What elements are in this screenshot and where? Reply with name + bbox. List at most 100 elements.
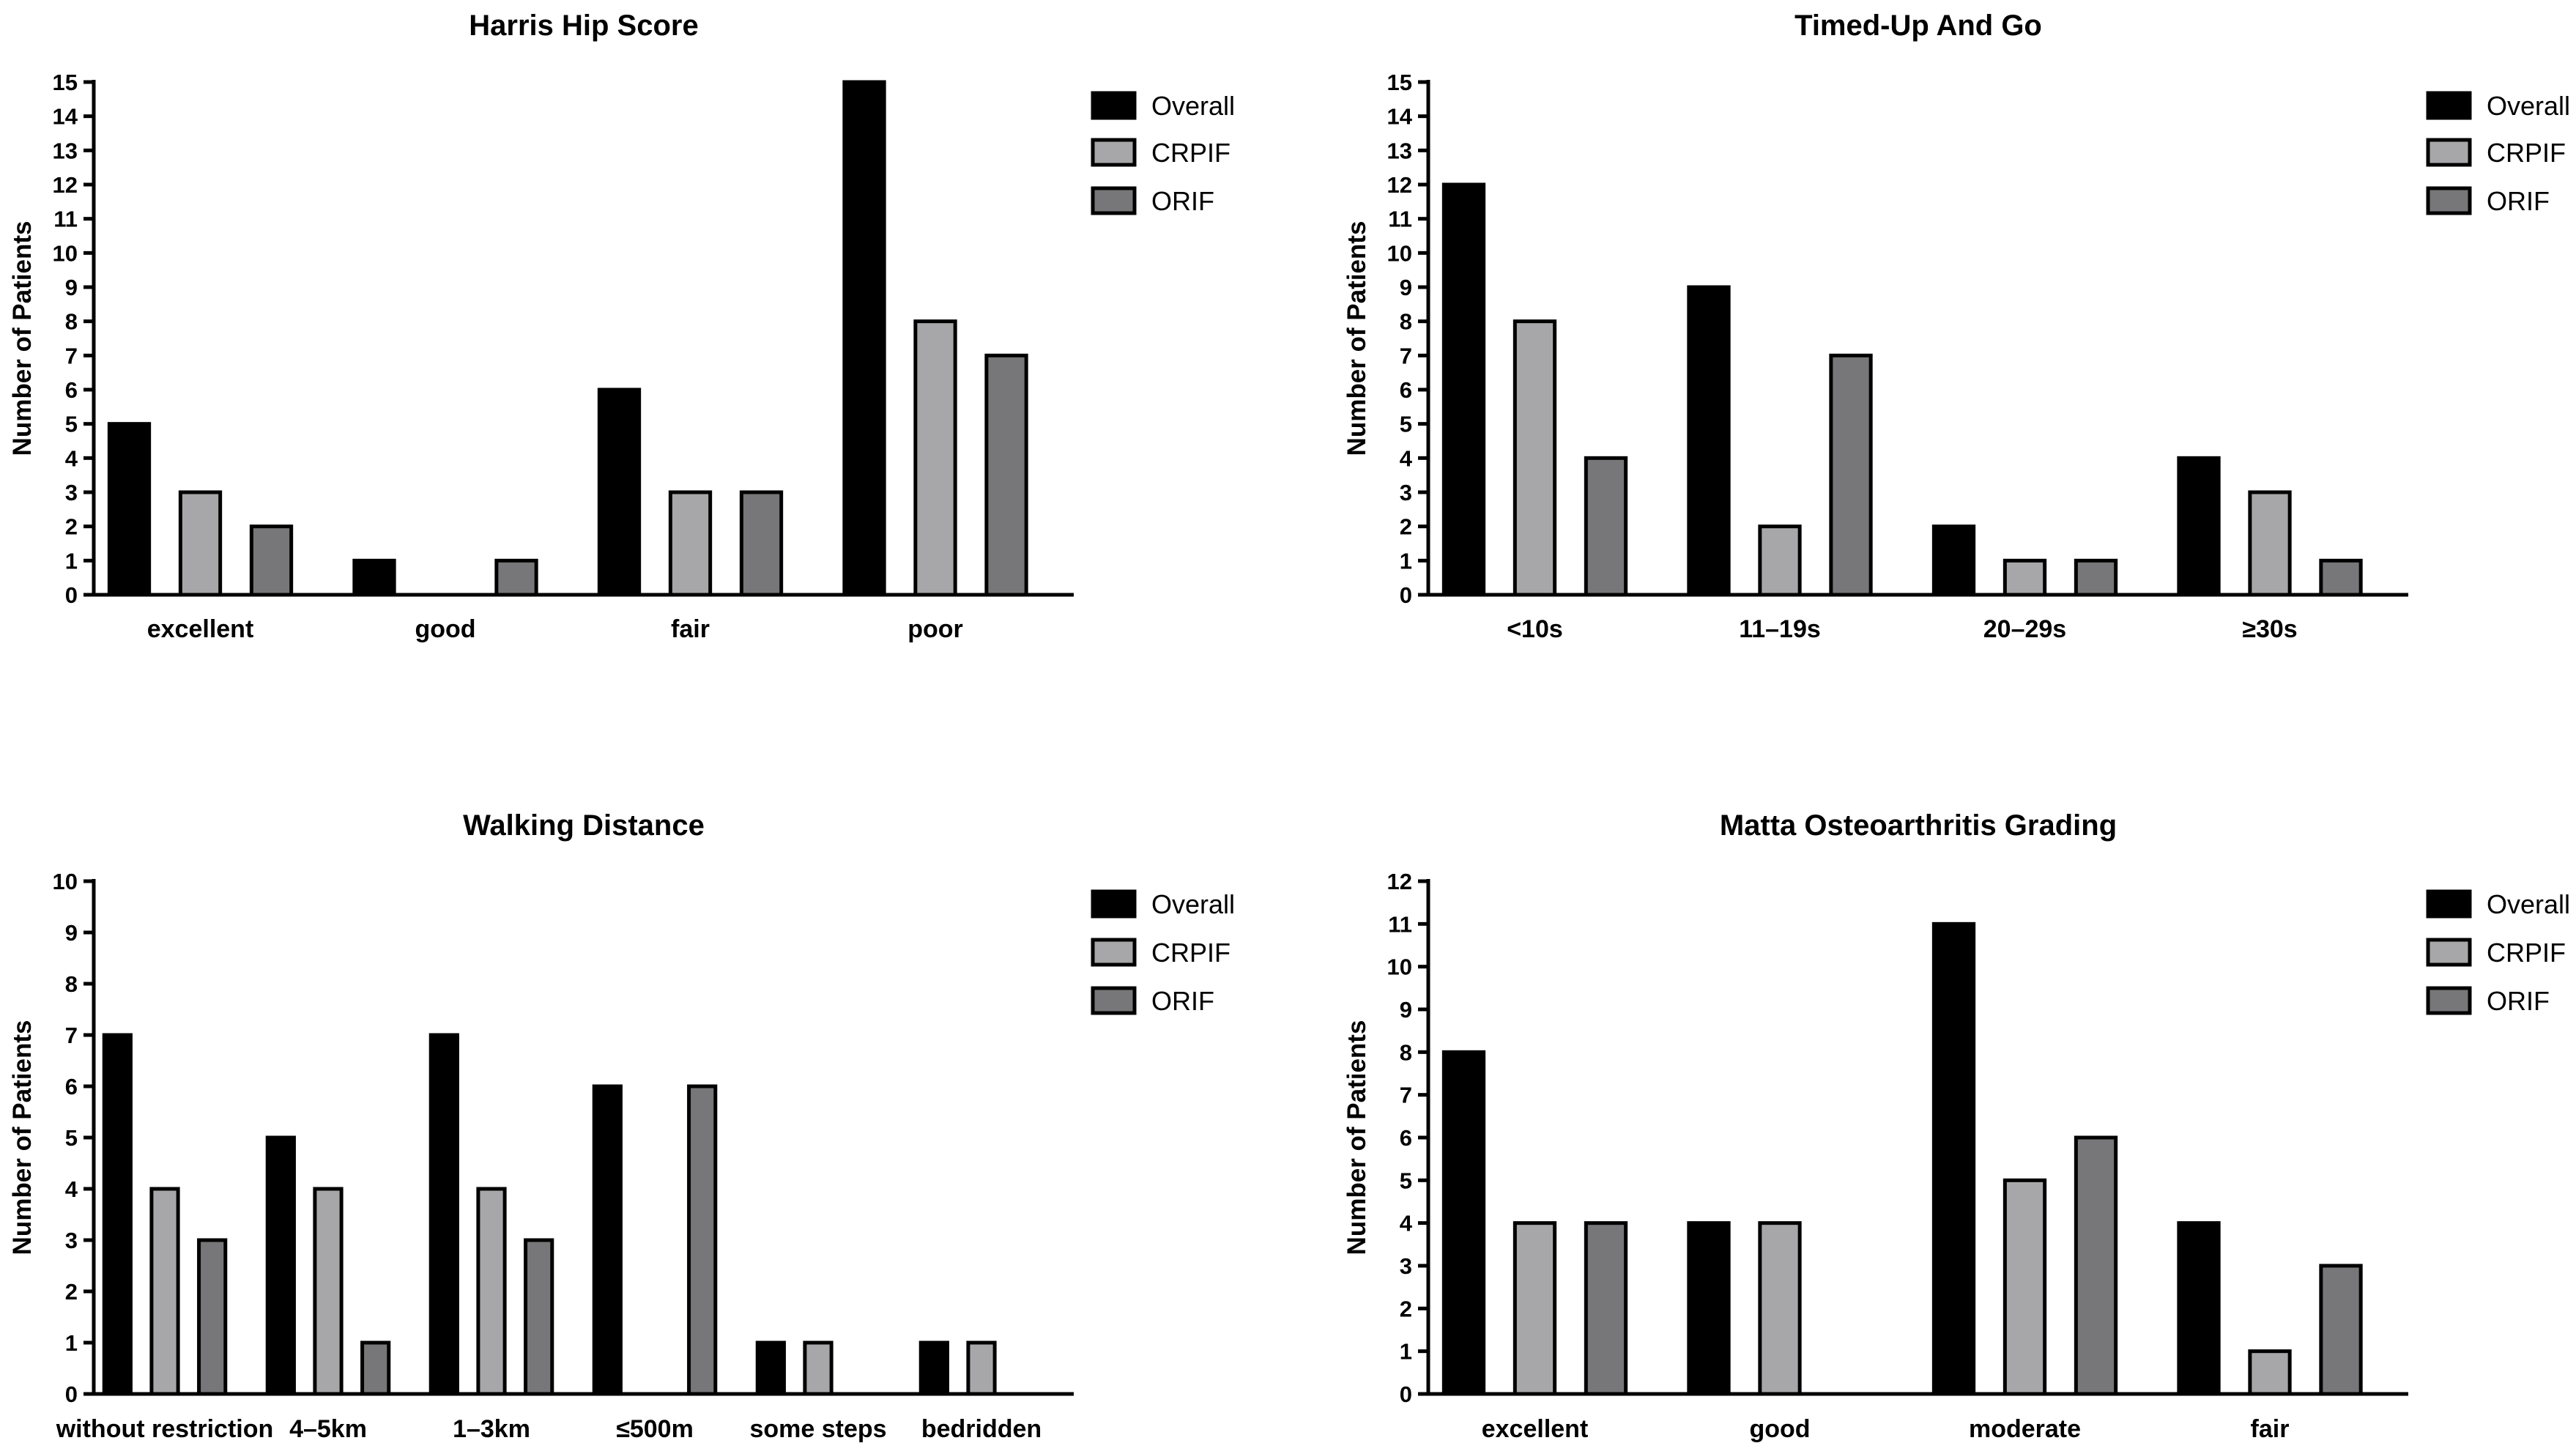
chart1-ytick-label-8: 8 <box>65 309 78 335</box>
chart4-ylabel: Number of Patients <box>1343 1020 1371 1255</box>
chart2-ytick-label-10: 10 <box>1387 240 1412 266</box>
chart2-bar-overall-10s <box>1441 182 1486 597</box>
chart2-bar-crpif-10s <box>1512 319 1557 597</box>
chart2-legend-swatch-overall <box>2426 91 2472 120</box>
chart1-bar-orif-good <box>494 558 538 597</box>
chart4-ytick-label-11: 11 <box>1388 911 1412 937</box>
chart3-ytick-label-0: 0 <box>65 1381 78 1407</box>
chart4-category-label-excellent: excellent <box>1482 1415 1589 1443</box>
chart1-ytick-label-10: 10 <box>53 240 78 266</box>
chart1-bar-orif-excellent <box>249 524 294 597</box>
chart3-ytick-label-10: 10 <box>53 869 78 894</box>
chart2-ytick-label-1: 1 <box>1400 548 1412 574</box>
chart1-bar-overall-poor <box>842 80 886 597</box>
chart2-ytick-label-5: 5 <box>1400 412 1412 437</box>
chart3-bar-crpif-1-3km <box>476 1187 507 1396</box>
chart4-bar-crpif-excellent <box>1512 1221 1557 1396</box>
chart2-bar-overall-30s <box>2177 456 2221 597</box>
chart4-category-label-fair: fair <box>2251 1415 2290 1443</box>
chart4-bar-overall-moderate <box>1931 921 1976 1396</box>
chart4-legend-label-orif: ORIF <box>2487 986 2550 1016</box>
chart2-ytick-label-15: 15 <box>1387 70 1412 95</box>
chart1-ytick-label-6: 6 <box>65 377 78 403</box>
chart3-legend-label-overall: Overall <box>1151 889 1235 919</box>
chart4-bar-orif-moderate <box>2074 1135 2118 1396</box>
chart4-title: Matta Osteoarthritis Grading <box>1720 809 2117 842</box>
chart3-legend-label-crpif: CRPIF <box>1151 938 1231 968</box>
chart4-ytick-label-0: 0 <box>1400 1381 1412 1407</box>
chart3-ytick-label-4: 4 <box>65 1176 78 1202</box>
chart2-ytick-label-7: 7 <box>1400 343 1412 368</box>
chart3-bar-orif-4-5km <box>360 1340 391 1396</box>
chart3-bar-orif-1-3km <box>524 1238 554 1396</box>
chart4-legend-swatch-orif <box>2426 986 2472 1015</box>
chart2-ytick-label-0: 0 <box>1400 582 1412 608</box>
chart3-bar-overall-4-5km <box>265 1135 296 1396</box>
chart1-bar-overall-good <box>352 558 396 597</box>
chart2-title: Timed-Up And Go <box>1794 10 2042 42</box>
chart1-ytick-label-12: 12 <box>53 172 78 198</box>
chart3-bar-orif-500m <box>687 1084 718 1396</box>
chart1-title: Harris Hip Score <box>469 10 698 42</box>
chart4-bar-crpif-fair <box>2248 1349 2292 1396</box>
chart4-ytick-label-7: 7 <box>1400 1083 1412 1108</box>
chart2-ylabel: Number of Patients <box>1343 221 1371 456</box>
chart4-legend-swatch-overall <box>2426 889 2472 919</box>
chart1-ytick-label-7: 7 <box>65 343 78 368</box>
chart2-category-label-30s: ≥30s <box>2242 615 2297 643</box>
chart1-legend-label-overall: Overall <box>1151 91 1235 121</box>
chart1-category-label-excellent: excellent <box>147 615 254 643</box>
chart3-ytick-label-2: 2 <box>65 1279 78 1305</box>
chart1-legend-label-crpif: CRPIF <box>1151 138 1231 168</box>
chart1-legend-swatch-crpif <box>1091 138 1137 167</box>
chart4-legend-swatch-crpif <box>2426 938 2472 967</box>
chart1-bar-crpif-excellent <box>178 490 223 597</box>
chart2-bar-orif-30s <box>2319 558 2363 597</box>
chart1-ytick-label-9: 9 <box>65 275 78 300</box>
chart3-category-label-bedridden: bedridden <box>921 1415 1042 1443</box>
chart3-bar-overall-some-steps <box>755 1340 786 1396</box>
chart4-category-label-good: good <box>1749 1415 1810 1443</box>
chart3-bar-crpif-without-restriction <box>149 1187 180 1396</box>
chart4-ytick-label-10: 10 <box>1387 954 1412 980</box>
chart4-category-label-moderate: moderate <box>1969 1415 2081 1443</box>
chart4-ytick-label-8: 8 <box>1400 1039 1412 1065</box>
chart3-bar-overall-1-3km <box>428 1033 459 1396</box>
chart4-bar-overall-good <box>1687 1221 1731 1396</box>
chart2-ytick-label-12: 12 <box>1387 172 1412 198</box>
chart1-legend-label-orif: ORIF <box>1151 186 1214 216</box>
chart3-legend-swatch-overall <box>1091 889 1137 919</box>
chart1-bar-crpif-fair <box>668 490 713 597</box>
chart3-category-label-some-steps: some steps <box>749 1415 886 1443</box>
chart3-category-label-500m: ≤500m <box>616 1415 694 1443</box>
chart1-category-label-poor: poor <box>907 615 963 643</box>
chart1-ytick-label-1: 1 <box>65 548 78 574</box>
chart3-category-label-without-restriction: without restriction <box>56 1415 274 1443</box>
chart3-ytick-label-8: 8 <box>65 971 78 997</box>
chart2-ytick-label-13: 13 <box>1387 138 1412 163</box>
chart1-ytick-label-15: 15 <box>53 70 78 95</box>
chart4-bar-crpif-moderate <box>2002 1178 2047 1396</box>
chart4-ytick-label-5: 5 <box>1400 1168 1412 1193</box>
chart4-ytick-label-6: 6 <box>1400 1125 1412 1151</box>
chart4-legend-label-overall: Overall <box>2487 889 2570 919</box>
chart2-ytick-label-6: 6 <box>1400 377 1412 403</box>
chart4-bar-orif-excellent <box>1584 1221 1628 1396</box>
chart3-bar-crpif-some-steps <box>803 1340 834 1396</box>
chart3-bar-overall-500m <box>592 1084 623 1396</box>
chart2-legend-label-orif: ORIF <box>2487 186 2550 216</box>
chart1-bar-orif-fair <box>739 490 784 597</box>
chart1-ylabel: Number of Patients <box>8 221 37 456</box>
chart4-legend-label-crpif: CRPIF <box>2487 938 2566 968</box>
chart3-legend-label-orif: ORIF <box>1151 986 1214 1016</box>
chart4-ytick-label-2: 2 <box>1400 1296 1412 1321</box>
chart1-ytick-label-3: 3 <box>65 480 78 505</box>
chart1-bar-orif-poor <box>984 353 1028 597</box>
chart3-bar-crpif-4-5km <box>313 1187 344 1396</box>
chart2-bar-orif-11-19s <box>1829 353 1873 597</box>
chart1-category-label-good: good <box>415 615 475 643</box>
chart2-legend-label-crpif: CRPIF <box>2487 138 2566 168</box>
chart2-category-label-20-29s: 20–29s <box>1983 615 2066 643</box>
